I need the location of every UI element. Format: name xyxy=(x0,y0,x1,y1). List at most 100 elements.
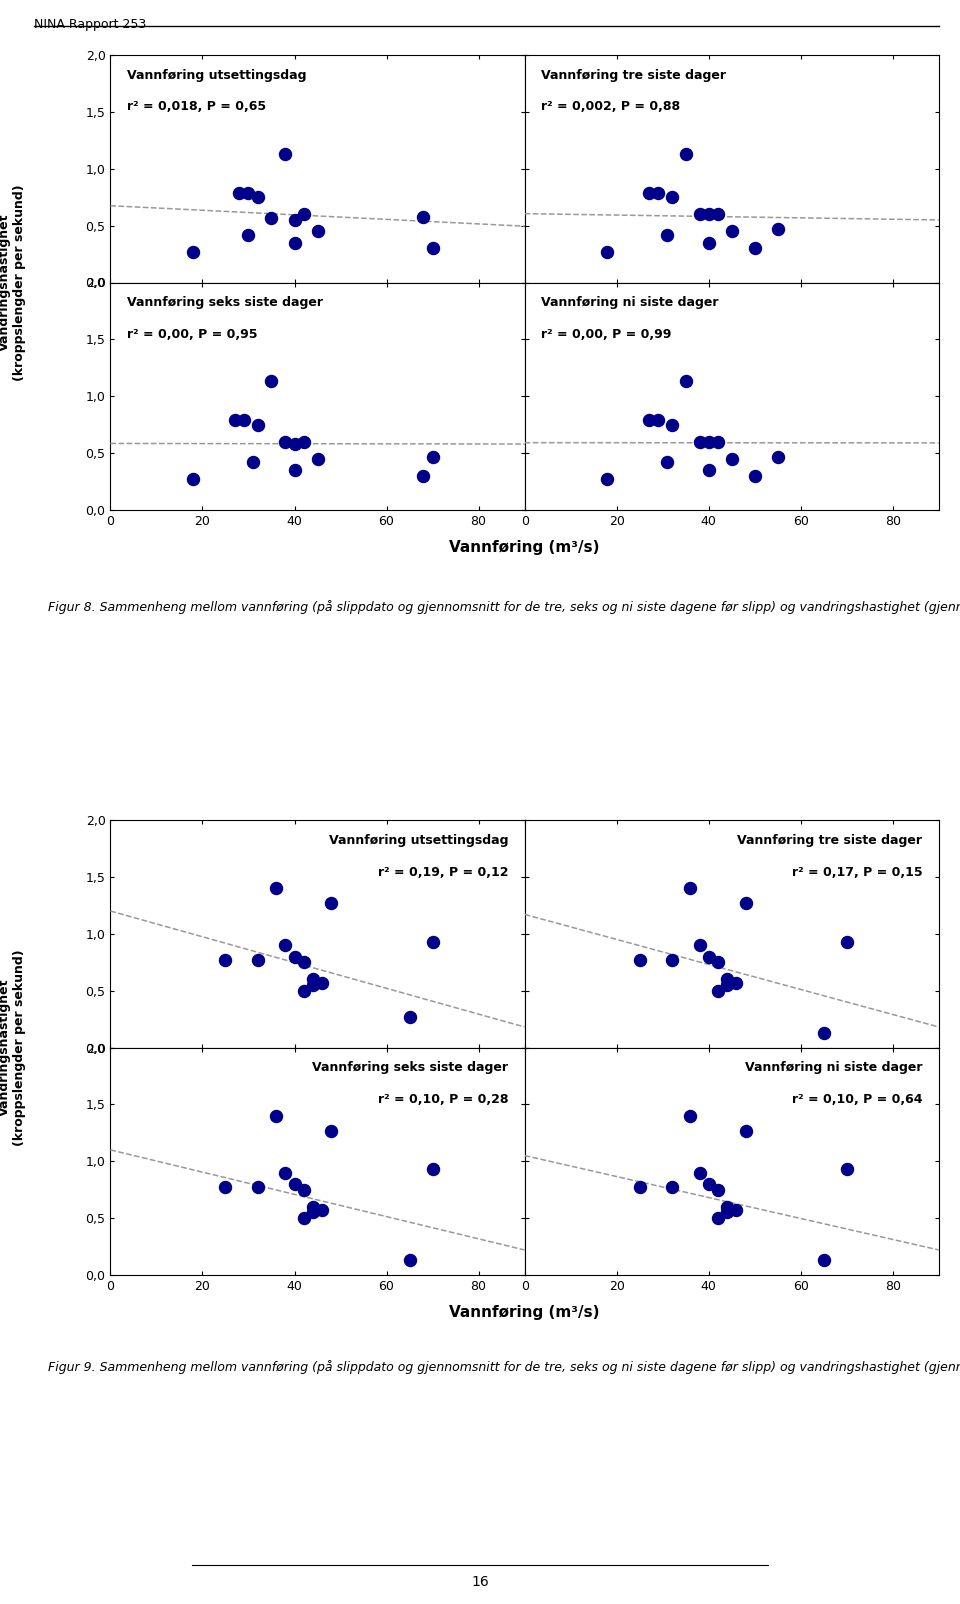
Text: r² = 0,19, P = 0,12: r² = 0,19, P = 0,12 xyxy=(377,866,508,879)
Point xyxy=(315,1197,330,1222)
Point xyxy=(250,1174,265,1200)
Point xyxy=(218,946,233,972)
Point xyxy=(651,407,666,433)
Point xyxy=(287,457,302,483)
Point xyxy=(324,1118,339,1144)
Text: r² = 0,002, P = 0,88: r² = 0,002, P = 0,88 xyxy=(541,101,681,114)
Text: Vannføring seks siste dager: Vannføring seks siste dager xyxy=(127,297,323,310)
Point xyxy=(641,407,657,433)
Point xyxy=(250,946,265,972)
Text: Vannføring ni siste dager: Vannføring ni siste dager xyxy=(541,297,719,310)
Text: Vannføring utsettingsdag: Vannføring utsettingsdag xyxy=(127,69,306,82)
Point xyxy=(770,217,785,242)
Point xyxy=(710,1177,726,1203)
Point xyxy=(296,1177,311,1203)
Point xyxy=(264,205,279,231)
Point xyxy=(310,218,325,244)
Point xyxy=(218,1174,233,1200)
Point xyxy=(719,1200,734,1225)
Point xyxy=(296,978,311,1004)
Point xyxy=(277,932,293,958)
Point xyxy=(305,967,321,993)
Point xyxy=(729,970,744,996)
Point xyxy=(185,467,201,492)
Point xyxy=(231,180,247,205)
Text: r² = 0,10, P = 0,28: r² = 0,10, P = 0,28 xyxy=(377,1092,508,1107)
Point xyxy=(683,876,698,901)
Point xyxy=(747,236,762,261)
Point xyxy=(724,218,739,244)
Point xyxy=(250,184,265,210)
Point xyxy=(664,1174,680,1200)
Point xyxy=(402,1004,418,1030)
Point xyxy=(738,890,754,916)
Point xyxy=(701,428,716,454)
Point xyxy=(660,449,675,475)
Point xyxy=(839,929,854,954)
Text: NINA Rapport 253: NINA Rapport 253 xyxy=(34,18,146,30)
Point xyxy=(287,943,302,969)
Text: r² = 0,17, P = 0,15: r² = 0,17, P = 0,15 xyxy=(792,866,923,879)
Point xyxy=(719,967,734,993)
Point xyxy=(277,141,293,167)
Text: Vannføring utsettingsdag: Vannføring utsettingsdag xyxy=(328,834,508,847)
Point xyxy=(236,407,252,433)
Point xyxy=(269,1104,284,1129)
Point xyxy=(839,1156,854,1182)
Point xyxy=(402,1248,418,1274)
Point xyxy=(692,1160,708,1185)
Point xyxy=(729,1197,744,1222)
Point xyxy=(664,184,680,210)
Point xyxy=(416,204,431,229)
Point xyxy=(287,431,302,457)
Point xyxy=(692,428,708,454)
Text: Vandringshastighet
(kroppslengder per sekund): Vandringshastighet (kroppslengder per se… xyxy=(0,184,26,380)
Point xyxy=(664,946,680,972)
Point xyxy=(264,369,279,395)
Text: Figur 8. Sammenheng mellom vannføring (på slippdato og gjennomsnitt for de tre, : Figur 8. Sammenheng mellom vannføring (p… xyxy=(48,600,960,614)
Point xyxy=(425,236,441,261)
Point xyxy=(296,1205,311,1230)
Point xyxy=(747,464,762,489)
Point xyxy=(816,1248,831,1274)
Text: Vannføring ni siste dager: Vannføring ni siste dager xyxy=(745,1062,923,1075)
Text: r² = 0,00, P = 0,99: r² = 0,00, P = 0,99 xyxy=(541,327,672,342)
Text: r² = 0,018, P = 0,65: r² = 0,018, P = 0,65 xyxy=(127,101,266,114)
Point xyxy=(701,457,716,483)
Text: r² = 0,10, P = 0,64: r² = 0,10, P = 0,64 xyxy=(792,1092,923,1107)
Point xyxy=(678,369,693,395)
Point xyxy=(310,446,325,472)
Point xyxy=(632,946,647,972)
Point xyxy=(710,978,726,1004)
Point xyxy=(701,1171,716,1197)
Point xyxy=(678,141,693,167)
Text: Vandringshastighet
(kroppslengder per sekund): Vandringshastighet (kroppslengder per se… xyxy=(0,950,26,1145)
Point xyxy=(710,1205,726,1230)
Point xyxy=(305,1200,321,1225)
Point xyxy=(315,970,330,996)
Text: Vannføring tre siste dager: Vannføring tre siste dager xyxy=(737,834,923,847)
Point xyxy=(305,1193,321,1219)
Point xyxy=(719,1193,734,1219)
Text: Vannføring (m³/s): Vannføring (m³/s) xyxy=(449,1306,600,1320)
Text: Vannføring (m³/s): Vannføring (m³/s) xyxy=(449,541,600,555)
Text: Vannføring seks siste dager: Vannføring seks siste dager xyxy=(312,1062,508,1075)
Point xyxy=(816,1020,831,1046)
Point xyxy=(710,428,726,454)
Point xyxy=(600,467,615,492)
Point xyxy=(724,446,739,472)
Text: 16: 16 xyxy=(471,1575,489,1590)
Point xyxy=(701,943,716,969)
Point xyxy=(425,929,441,954)
Point xyxy=(719,972,734,998)
Text: r² = 0,00, P = 0,95: r² = 0,00, P = 0,95 xyxy=(127,327,257,342)
Point xyxy=(296,202,311,228)
Text: Vannføring tre siste dager: Vannføring tre siste dager xyxy=(541,69,726,82)
Text: Figur 9. Sammenheng mellom vannføring (på slippdato og gjennomsnitt for de tre, : Figur 9. Sammenheng mellom vannføring (p… xyxy=(48,1360,960,1375)
Point xyxy=(683,1104,698,1129)
Point xyxy=(701,202,716,228)
Point xyxy=(246,449,261,475)
Point xyxy=(651,180,666,205)
Point xyxy=(227,407,242,433)
Point xyxy=(241,180,256,205)
